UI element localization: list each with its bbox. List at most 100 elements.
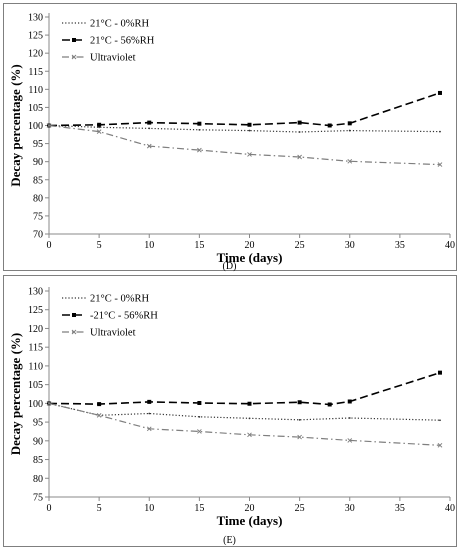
y-tick-label: 130 — [28, 287, 43, 298]
legend-label: -21°C - 56%RH — [90, 311, 158, 322]
series-line — [48, 92, 441, 127]
line-chart-d: 70 75 80 85 90 95 100 105 110 115 120 125 130 0 5 10 15 2… — [8, 13, 455, 273]
data-point — [147, 399, 152, 404]
data-point — [247, 152, 252, 157]
data-point — [437, 442, 443, 448]
legend-marker — [72, 313, 76, 317]
series-line — [48, 371, 441, 406]
data-point — [297, 154, 302, 160]
series-line — [48, 124, 441, 133]
data-point — [298, 418, 301, 421]
legend-label: Ultraviolet — [90, 53, 136, 64]
y-tick-label: 125 — [28, 305, 43, 316]
x-tick-label: 20 — [245, 503, 255, 514]
x-tick-label: 15 — [194, 503, 204, 514]
data-point — [97, 122, 102, 127]
data-point — [146, 143, 152, 149]
data-point — [248, 417, 251, 420]
y-axis-title: Decay percentage (%) — [8, 333, 23, 456]
y-tick-label: 100 — [28, 399, 43, 410]
data-point — [297, 434, 302, 440]
x-tick-label: 30 — [345, 240, 355, 251]
legend-label: 21°C - 0%RH — [90, 294, 149, 305]
legend-marker — [71, 54, 77, 60]
data-point — [327, 123, 332, 128]
y-tick-label: 105 — [28, 103, 43, 114]
data-point — [97, 402, 102, 407]
y-tick-label: 130 — [28, 13, 43, 24]
y-tick-label: 110 — [28, 361, 43, 372]
chart-caption: (E) — [223, 535, 236, 546]
data-point — [347, 158, 353, 164]
legend-label: 21°C - 56%RH — [90, 36, 155, 47]
data-point — [297, 400, 302, 405]
data-point — [348, 129, 351, 132]
y-tick-label: 85 — [33, 175, 43, 186]
y-tick-label: 105 — [28, 380, 43, 391]
legend-marker — [72, 38, 76, 42]
x-tick-label: 0 — [47, 240, 52, 251]
data-point — [297, 120, 302, 125]
x-tick-label: 15 — [194, 240, 204, 251]
data-point — [198, 128, 201, 131]
data-point — [439, 419, 441, 422]
data-point — [347, 438, 353, 443]
x-tick-label: 20 — [245, 240, 255, 251]
y-tick-label: 80 — [33, 193, 43, 204]
y-tick-label: 120 — [28, 49, 43, 60]
x-tick-label: 40 — [445, 240, 455, 251]
data-point — [197, 400, 202, 405]
data-point — [147, 120, 152, 125]
data-point — [198, 415, 201, 418]
legend-marker — [71, 329, 77, 335]
y-axis-title: Decay percentage (%) — [8, 64, 23, 187]
line-chart-e: 75 80 85 90 95 100 105 110 115 120 125 130 0 5 10 15 20 2… — [8, 287, 455, 547]
y-tick-label: 95 — [33, 139, 43, 150]
data-point — [247, 432, 252, 438]
x-tick-label: 5 — [97, 240, 102, 251]
data-point — [247, 401, 252, 406]
y-tick-label: 80 — [33, 474, 43, 485]
x-axis-title: Time (days) — [217, 250, 283, 265]
y-tick-label: 90 — [33, 436, 43, 447]
x-tick-label: 40 — [445, 503, 455, 514]
data-point — [437, 370, 442, 375]
data-point — [46, 123, 52, 128]
data-point — [96, 129, 102, 135]
data-point — [146, 426, 152, 432]
y-tick-label: 75 — [33, 211, 43, 222]
y-tick-label: 85 — [33, 455, 43, 466]
x-tick-label: 35 — [395, 240, 405, 251]
data-point — [197, 121, 202, 126]
data-point — [197, 429, 202, 434]
x-axis-title: Time (days) — [217, 513, 283, 528]
chart-panel-d: 70 75 80 85 90 95 100 105 110 115 120 125 130 0 5 10 15 2… — [3, 3, 457, 273]
data-point — [148, 412, 151, 415]
legend-label: Ultraviolet — [90, 328, 136, 339]
chart-panel-e: 75 80 85 90 95 100 105 110 115 120 125 130 0 5 10 15 20 2… — [3, 275, 457, 547]
y-tick-label: 110 — [28, 85, 43, 96]
data-point — [439, 130, 441, 133]
x-tick-label: 25 — [295, 503, 305, 514]
y-tick-label: 90 — [33, 157, 43, 168]
y-tick-label: 75 — [33, 493, 43, 504]
y-tick-label: 95 — [33, 418, 43, 429]
legend-label: 21°C - 0%RH — [90, 19, 149, 30]
data-point — [327, 402, 332, 407]
data-point — [96, 412, 102, 418]
data-point — [348, 417, 351, 419]
series-line — [48, 124, 441, 166]
data-point — [437, 162, 443, 167]
x-tick-label: 10 — [144, 240, 154, 251]
data-point — [437, 90, 442, 95]
x-tick-label: 30 — [345, 503, 355, 514]
data-point — [347, 121, 352, 126]
y-tick-label: 115 — [28, 343, 43, 354]
data-point — [46, 401, 52, 406]
data-point — [248, 129, 251, 132]
x-tick-label: 10 — [144, 503, 154, 514]
x-tick-label: 35 — [395, 503, 405, 514]
y-tick-label: 70 — [33, 230, 43, 241]
series-line — [48, 402, 441, 421]
series-line — [48, 402, 441, 446]
